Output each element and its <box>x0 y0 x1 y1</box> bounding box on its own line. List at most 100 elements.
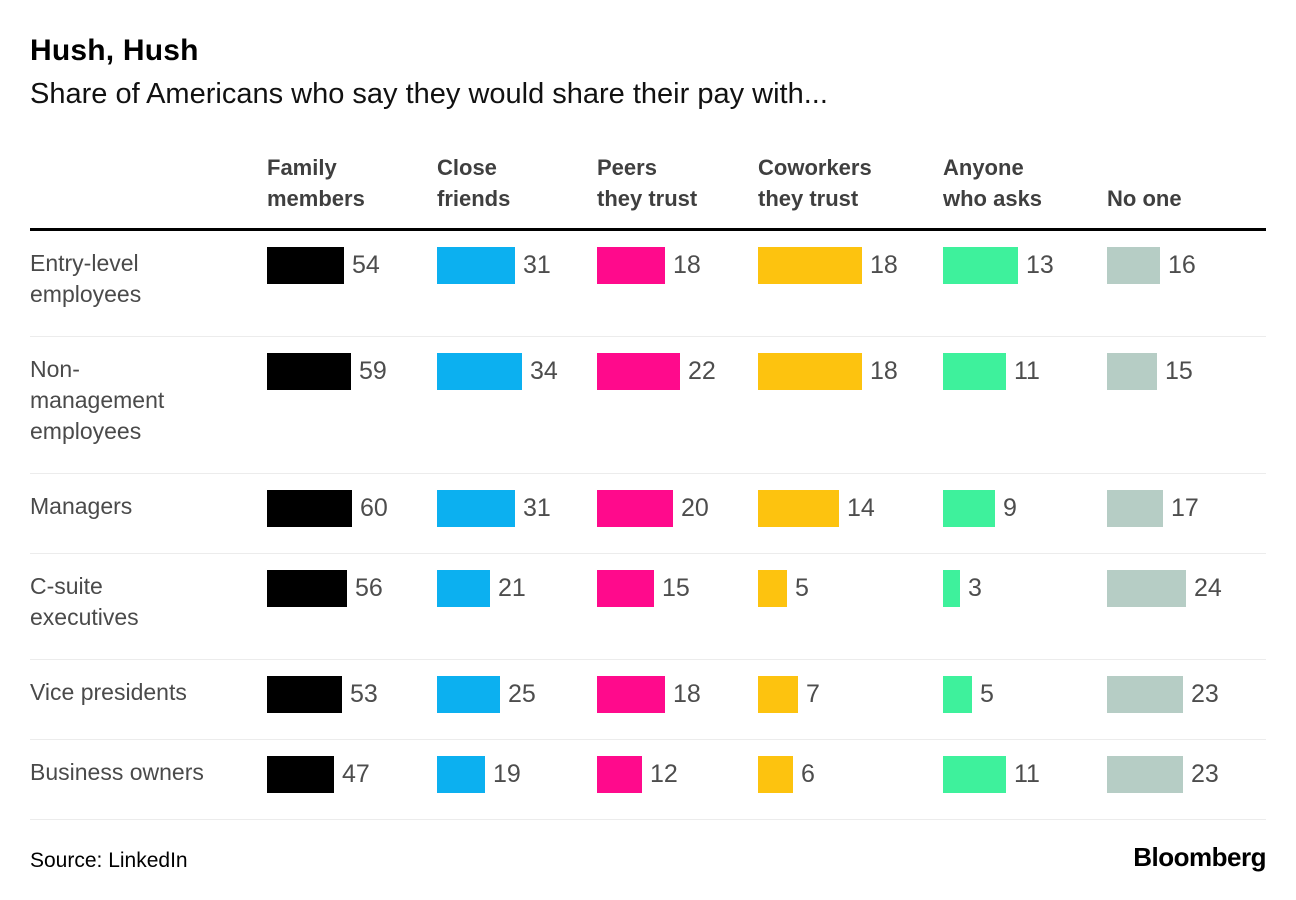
bar-value: 18 <box>673 680 701 708</box>
table-row-1: Non- management employees 59 34 22 18 11 15 <box>30 336 1266 473</box>
bar-cell: 23 <box>1107 756 1266 793</box>
bar-cell: 19 <box>437 756 597 793</box>
bar-cell: 18 <box>597 247 758 284</box>
bar-cell: 22 <box>597 353 758 390</box>
bar <box>437 756 485 793</box>
bar-value: 9 <box>1003 494 1017 522</box>
bar-cell: 59 <box>267 353 437 390</box>
row-label: Non- management employees <box>30 356 165 444</box>
bar <box>1107 353 1157 390</box>
bar-value: 6 <box>801 760 815 788</box>
column-header-5: No one <box>1107 186 1182 211</box>
bar-value: 3 <box>968 574 982 602</box>
bar-value: 59 <box>359 357 387 385</box>
bar <box>1107 570 1186 607</box>
bar <box>758 353 862 390</box>
bar <box>437 570 490 607</box>
bar-value: 25 <box>508 680 536 708</box>
bar-cell: 34 <box>437 353 597 390</box>
bar-cell: 17 <box>1107 490 1266 527</box>
table-row-5: Business owners 47 19 12 6 11 23 <box>30 739 1266 819</box>
column-header-2: Peers they trust <box>597 155 698 211</box>
bar-cell: 60 <box>267 490 437 527</box>
bar <box>1107 756 1183 793</box>
bar-value: 56 <box>355 574 383 602</box>
bar-cell: 20 <box>597 490 758 527</box>
bar <box>943 756 1006 793</box>
bar-cell: 7 <box>758 676 943 713</box>
bar <box>1107 676 1183 713</box>
bar <box>1107 247 1160 284</box>
bar-cell: 5 <box>758 570 943 607</box>
chart-subtitle: Share of Americans who say they would sh… <box>30 78 828 110</box>
bar-value: 14 <box>847 494 875 522</box>
chart-table-body: Entry-level employees 54 31 18 18 13 16 Non- ma… <box>30 231 1266 820</box>
bar-cell: 18 <box>758 353 943 390</box>
bar-cell: 54 <box>267 247 437 284</box>
bar-value: 18 <box>870 251 898 279</box>
bar <box>1107 490 1163 527</box>
bar <box>437 490 515 527</box>
bar-cell: 11 <box>943 353 1107 390</box>
row-label: Managers <box>30 493 133 519</box>
bar-value: 23 <box>1191 680 1219 708</box>
bar-value: 34 <box>530 357 558 385</box>
bar <box>943 247 1018 284</box>
column-header-4: Anyone who asks <box>943 155 1043 211</box>
bar <box>597 247 665 284</box>
bar-cell: 31 <box>437 490 597 527</box>
bar-cell: 6 <box>758 756 943 793</box>
bar-value: 15 <box>1165 357 1193 385</box>
table-row-4: Vice presidents 53 25 18 7 5 23 <box>30 659 1266 739</box>
bar-value: 18 <box>870 357 898 385</box>
bar-value: 31 <box>523 494 551 522</box>
bar-value: 5 <box>795 574 809 602</box>
bar-cell: 9 <box>943 490 1107 527</box>
bar-cell: 53 <box>267 676 437 713</box>
bar <box>758 570 787 607</box>
table-row-2: Managers 60 31 20 14 9 17 <box>30 473 1266 553</box>
table-row-3: C-suite executives 56 21 15 5 3 24 <box>30 553 1266 659</box>
bar-cell: 15 <box>1107 353 1266 390</box>
bar <box>758 756 793 793</box>
bar-cell: 15 <box>597 570 758 607</box>
bloomberg-logo: Bloomberg <box>1133 842 1266 872</box>
bar <box>597 353 680 390</box>
bar-value: 18 <box>673 251 701 279</box>
chart-title: Hush, Hush <box>30 34 199 67</box>
bar-cell: 11 <box>943 756 1107 793</box>
column-header-3: Coworkers they trust <box>758 155 872 211</box>
bar-cell: 16 <box>1107 247 1266 284</box>
bar-value: 47 <box>342 760 370 788</box>
row-label: Vice presidents <box>30 679 187 705</box>
bar <box>437 353 522 390</box>
column-headers: Family members Close friends Peers they tr… <box>30 145 1266 231</box>
bar-value: 15 <box>662 574 690 602</box>
chart-container: Hush, Hush Share of Americans who say th… <box>30 34 1266 873</box>
table-row-0: Entry-level employees 54 31 18 18 13 16 <box>30 231 1266 336</box>
bar <box>943 676 972 713</box>
bar <box>267 490 352 527</box>
row-label: Entry-level employees <box>30 250 142 307</box>
bar <box>943 490 995 527</box>
bar-cell: 14 <box>758 490 943 527</box>
bar-cell: 18 <box>758 247 943 284</box>
bar-value: 17 <box>1171 494 1199 522</box>
column-header-1: Close friends <box>437 155 511 211</box>
bar <box>943 353 1006 390</box>
bar <box>437 247 515 284</box>
chart-footer: Source: LinkedIn Bloomberg <box>30 842 1266 873</box>
bar-cell: 3 <box>943 570 1107 607</box>
bar-value: 24 <box>1194 574 1222 602</box>
bar <box>267 676 342 713</box>
bar-cell: 56 <box>267 570 437 607</box>
row-label: C-suite executives <box>30 573 139 630</box>
bar-cell: 18 <box>597 676 758 713</box>
bar <box>758 490 839 527</box>
bar-cell: 12 <box>597 756 758 793</box>
row-label: Business owners <box>30 759 204 785</box>
bar <box>267 570 347 607</box>
bar-value: 54 <box>352 251 380 279</box>
bar-value: 20 <box>681 494 709 522</box>
bar-cell: 23 <box>1107 676 1266 713</box>
